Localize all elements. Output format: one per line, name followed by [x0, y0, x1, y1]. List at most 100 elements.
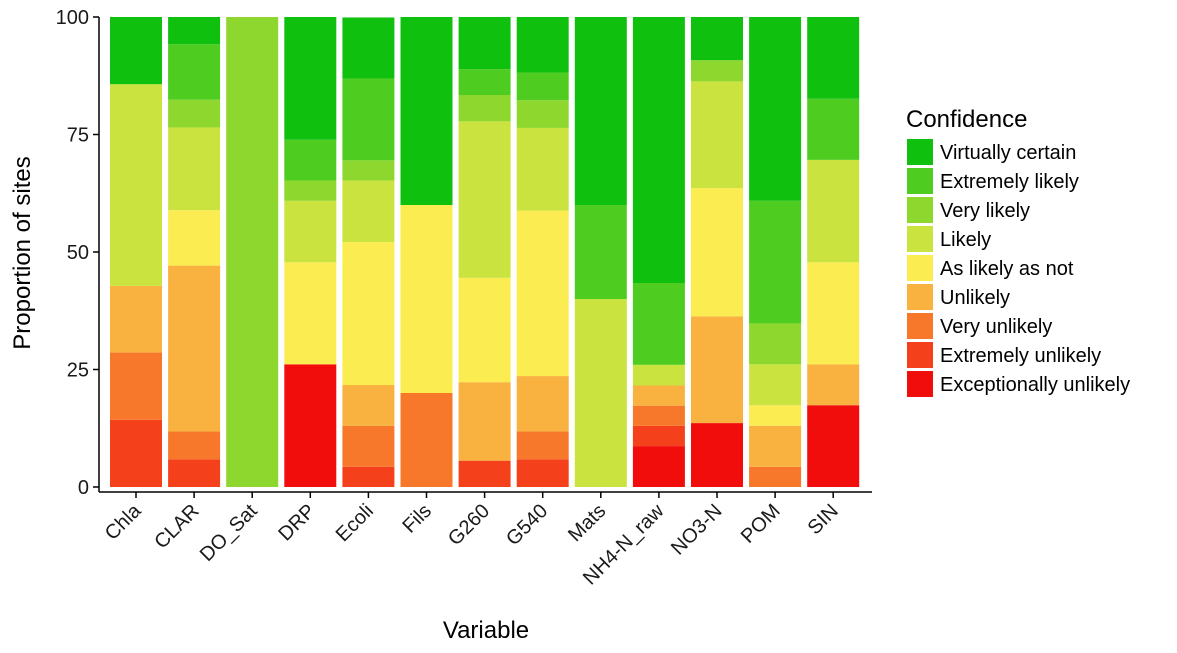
- bar-segment-clar-extremely-unlikely: [168, 459, 221, 487]
- bar-segment-no3-n-very-likely: [691, 60, 743, 82]
- bar-segment-g260-likely: [458, 121, 511, 278]
- x-tick-label-mats: Mats: [564, 500, 610, 546]
- legend-label-unlikely: Unlikely: [940, 287, 1010, 309]
- legend: Confidence Virtually certain Extremely li…: [906, 106, 1130, 397]
- bar-segment-mats-extremely-likely: [574, 205, 627, 299]
- legend-swatch-likely: [907, 226, 933, 252]
- bar-segment-pom-likely: [749, 364, 802, 406]
- bar-segment-sin-unlikely: [807, 364, 860, 406]
- bar-segment-clar-as-likely-as-not: [168, 210, 221, 266]
- bar-segment-g540-extremely-likely: [516, 72, 569, 101]
- bar-segment-drp-as-likely-as-not: [284, 262, 337, 365]
- x-tick-label-no3-n: NO3-N: [667, 500, 727, 560]
- bar-segment-mats-virtually-certain: [574, 17, 627, 205]
- bar-segment-pom-very-likely: [749, 323, 802, 365]
- y-tick-label-100: 100: [56, 7, 89, 29]
- bar-segment-ecoli-very-likely: [342, 160, 395, 181]
- y-ticks-layer: 0 25 50 75 100: [56, 7, 99, 499]
- bars-layer: [110, 17, 860, 487]
- bar-segment-nh4-n-raw-very-unlikely: [632, 405, 685, 426]
- x-tick-label-g260: G260: [444, 500, 494, 550]
- bar-segment-chla-virtually-certain: [110, 17, 162, 85]
- legend-label-very-likely: Very likely: [940, 200, 1030, 222]
- bar-segment-g260-as-likely-as-not: [458, 277, 511, 383]
- bar-segment-chla-extremely-unlikely: [110, 419, 162, 487]
- legend-label-extremely-likely: Extremely likely: [940, 171, 1079, 193]
- x-tick-label-g540: G540: [502, 500, 552, 550]
- legend-swatch-very-unlikely: [907, 313, 933, 339]
- legend-title: Confidence: [906, 106, 1027, 133]
- bar-segment-fils-as-likely-as-not: [400, 205, 453, 393]
- legend-label-as-likely-as-not: As likely as not: [940, 258, 1074, 280]
- bar-segment-fils-virtually-certain: [400, 17, 453, 205]
- bar-segment-nh4-n-raw-virtually-certain: [632, 17, 685, 284]
- x-tick-label-sin: SIN: [804, 500, 843, 539]
- bar-segment-nh4-n-raw-unlikely: [632, 385, 685, 406]
- bar-segment-nh4-n-raw-exceptionally-unlikely: [632, 446, 685, 487]
- bar-segment-pom-extremely-likely: [749, 200, 802, 324]
- legend-label-very-unlikely: Very unlikely: [940, 316, 1052, 338]
- bar-segment-nh4-n-raw-extremely-unlikely: [632, 425, 685, 447]
- bar-segment-clar-unlikely: [168, 265, 221, 432]
- bar-segment-nh4-n-raw-extremely-likely: [632, 283, 685, 365]
- y-tick-label-75: 75: [67, 125, 89, 147]
- bar-segment-no3-n-virtually-certain: [691, 17, 743, 61]
- bar-segment-g540-very-likely: [516, 100, 569, 128]
- legend-swatch-exceptionally-unlikely: [907, 371, 933, 397]
- x-tick-label-fils: Fils: [398, 500, 436, 538]
- bar-segment-no3-n-unlikely: [691, 316, 743, 424]
- bar-segment-g260-very-likely: [458, 95, 511, 122]
- y-tick-label-50: 50: [67, 242, 89, 264]
- x-tick-label-ecoli: Ecoli: [332, 500, 378, 546]
- bar-segment-drp-virtually-certain: [284, 17, 337, 140]
- bar-segment-sin-virtually-certain: [807, 17, 860, 99]
- bar-segment-ecoli-virtually-certain: [342, 17, 395, 79]
- bar-segment-clar-extremely-likely: [168, 44, 221, 100]
- bar-segment-pom-virtually-certain: [749, 17, 802, 201]
- legend-swatch-extremely-likely: [907, 168, 933, 194]
- bar-segment-g540-extremely-unlikely: [516, 459, 569, 487]
- bar-segment-no3-n-exceptionally-unlikely: [691, 423, 743, 487]
- bar-segment-g260-extremely-likely: [458, 69, 511, 96]
- legend-swatch-very-likely: [907, 197, 933, 223]
- legend-swatch-as-likely-as-not: [907, 255, 933, 281]
- bar-segment-clar-likely: [168, 127, 221, 211]
- bar-segment-clar-virtually-certain: [168, 17, 221, 45]
- bar-segment-pom-very-unlikely: [749, 466, 802, 487]
- bar-segment-no3-n-as-likely-as-not: [691, 188, 743, 317]
- bar-segment-sin-as-likely-as-not: [807, 262, 860, 365]
- bar-segment-sin-extremely-likely: [807, 98, 860, 160]
- x-tick-label-do-sat: DO_Sat: [196, 500, 262, 566]
- x-tick-label-chla: Chla: [101, 499, 146, 544]
- legend-swatch-extremely-unlikely: [907, 342, 933, 368]
- y-tick-label-0: 0: [78, 477, 89, 499]
- legend-label-virtually-certain: Virtually certain: [940, 142, 1076, 164]
- bar-segment-sin-exceptionally-unlikely: [807, 405, 860, 487]
- axes-layer: [98, 17, 872, 493]
- bar-segment-ecoli-extremely-likely: [342, 78, 395, 161]
- legend-swatch-virtually-certain: [907, 139, 933, 165]
- bar-segment-nh4-n-raw-likely: [632, 364, 685, 386]
- bar-segment-g540-virtually-certain: [516, 17, 569, 73]
- bar-segment-g260-unlikely: [458, 382, 511, 461]
- bar-segment-drp-very-likely: [284, 180, 337, 201]
- bar-segment-g540-as-likely-as-not: [516, 210, 569, 377]
- bar-segment-do-sat-very-likely: [226, 17, 279, 487]
- bar-segment-clar-very-likely: [168, 99, 221, 128]
- bar-segment-mats-likely: [574, 299, 627, 487]
- bar-segment-fils-very-unlikely: [400, 393, 453, 487]
- x-axis-title: Variable: [443, 617, 529, 644]
- x-tick-label-drp: DRP: [274, 500, 319, 545]
- bar-segment-g540-unlikely: [516, 376, 569, 432]
- bar-segment-pom-unlikely: [749, 425, 802, 467]
- bar-segment-g260-virtually-certain: [458, 17, 511, 70]
- bar-segment-ecoli-likely: [342, 180, 395, 243]
- x-tick-label-pom: POM: [737, 500, 785, 548]
- bar-segment-ecoli-as-likely-as-not: [342, 242, 395, 386]
- bar-segment-chla-unlikely: [110, 285, 162, 353]
- bar-segment-clar-very-unlikely: [168, 431, 221, 460]
- legend-label-exceptionally-unlikely: Exceptionally unlikely: [940, 374, 1130, 396]
- bar-segment-pom-as-likely-as-not: [749, 405, 802, 426]
